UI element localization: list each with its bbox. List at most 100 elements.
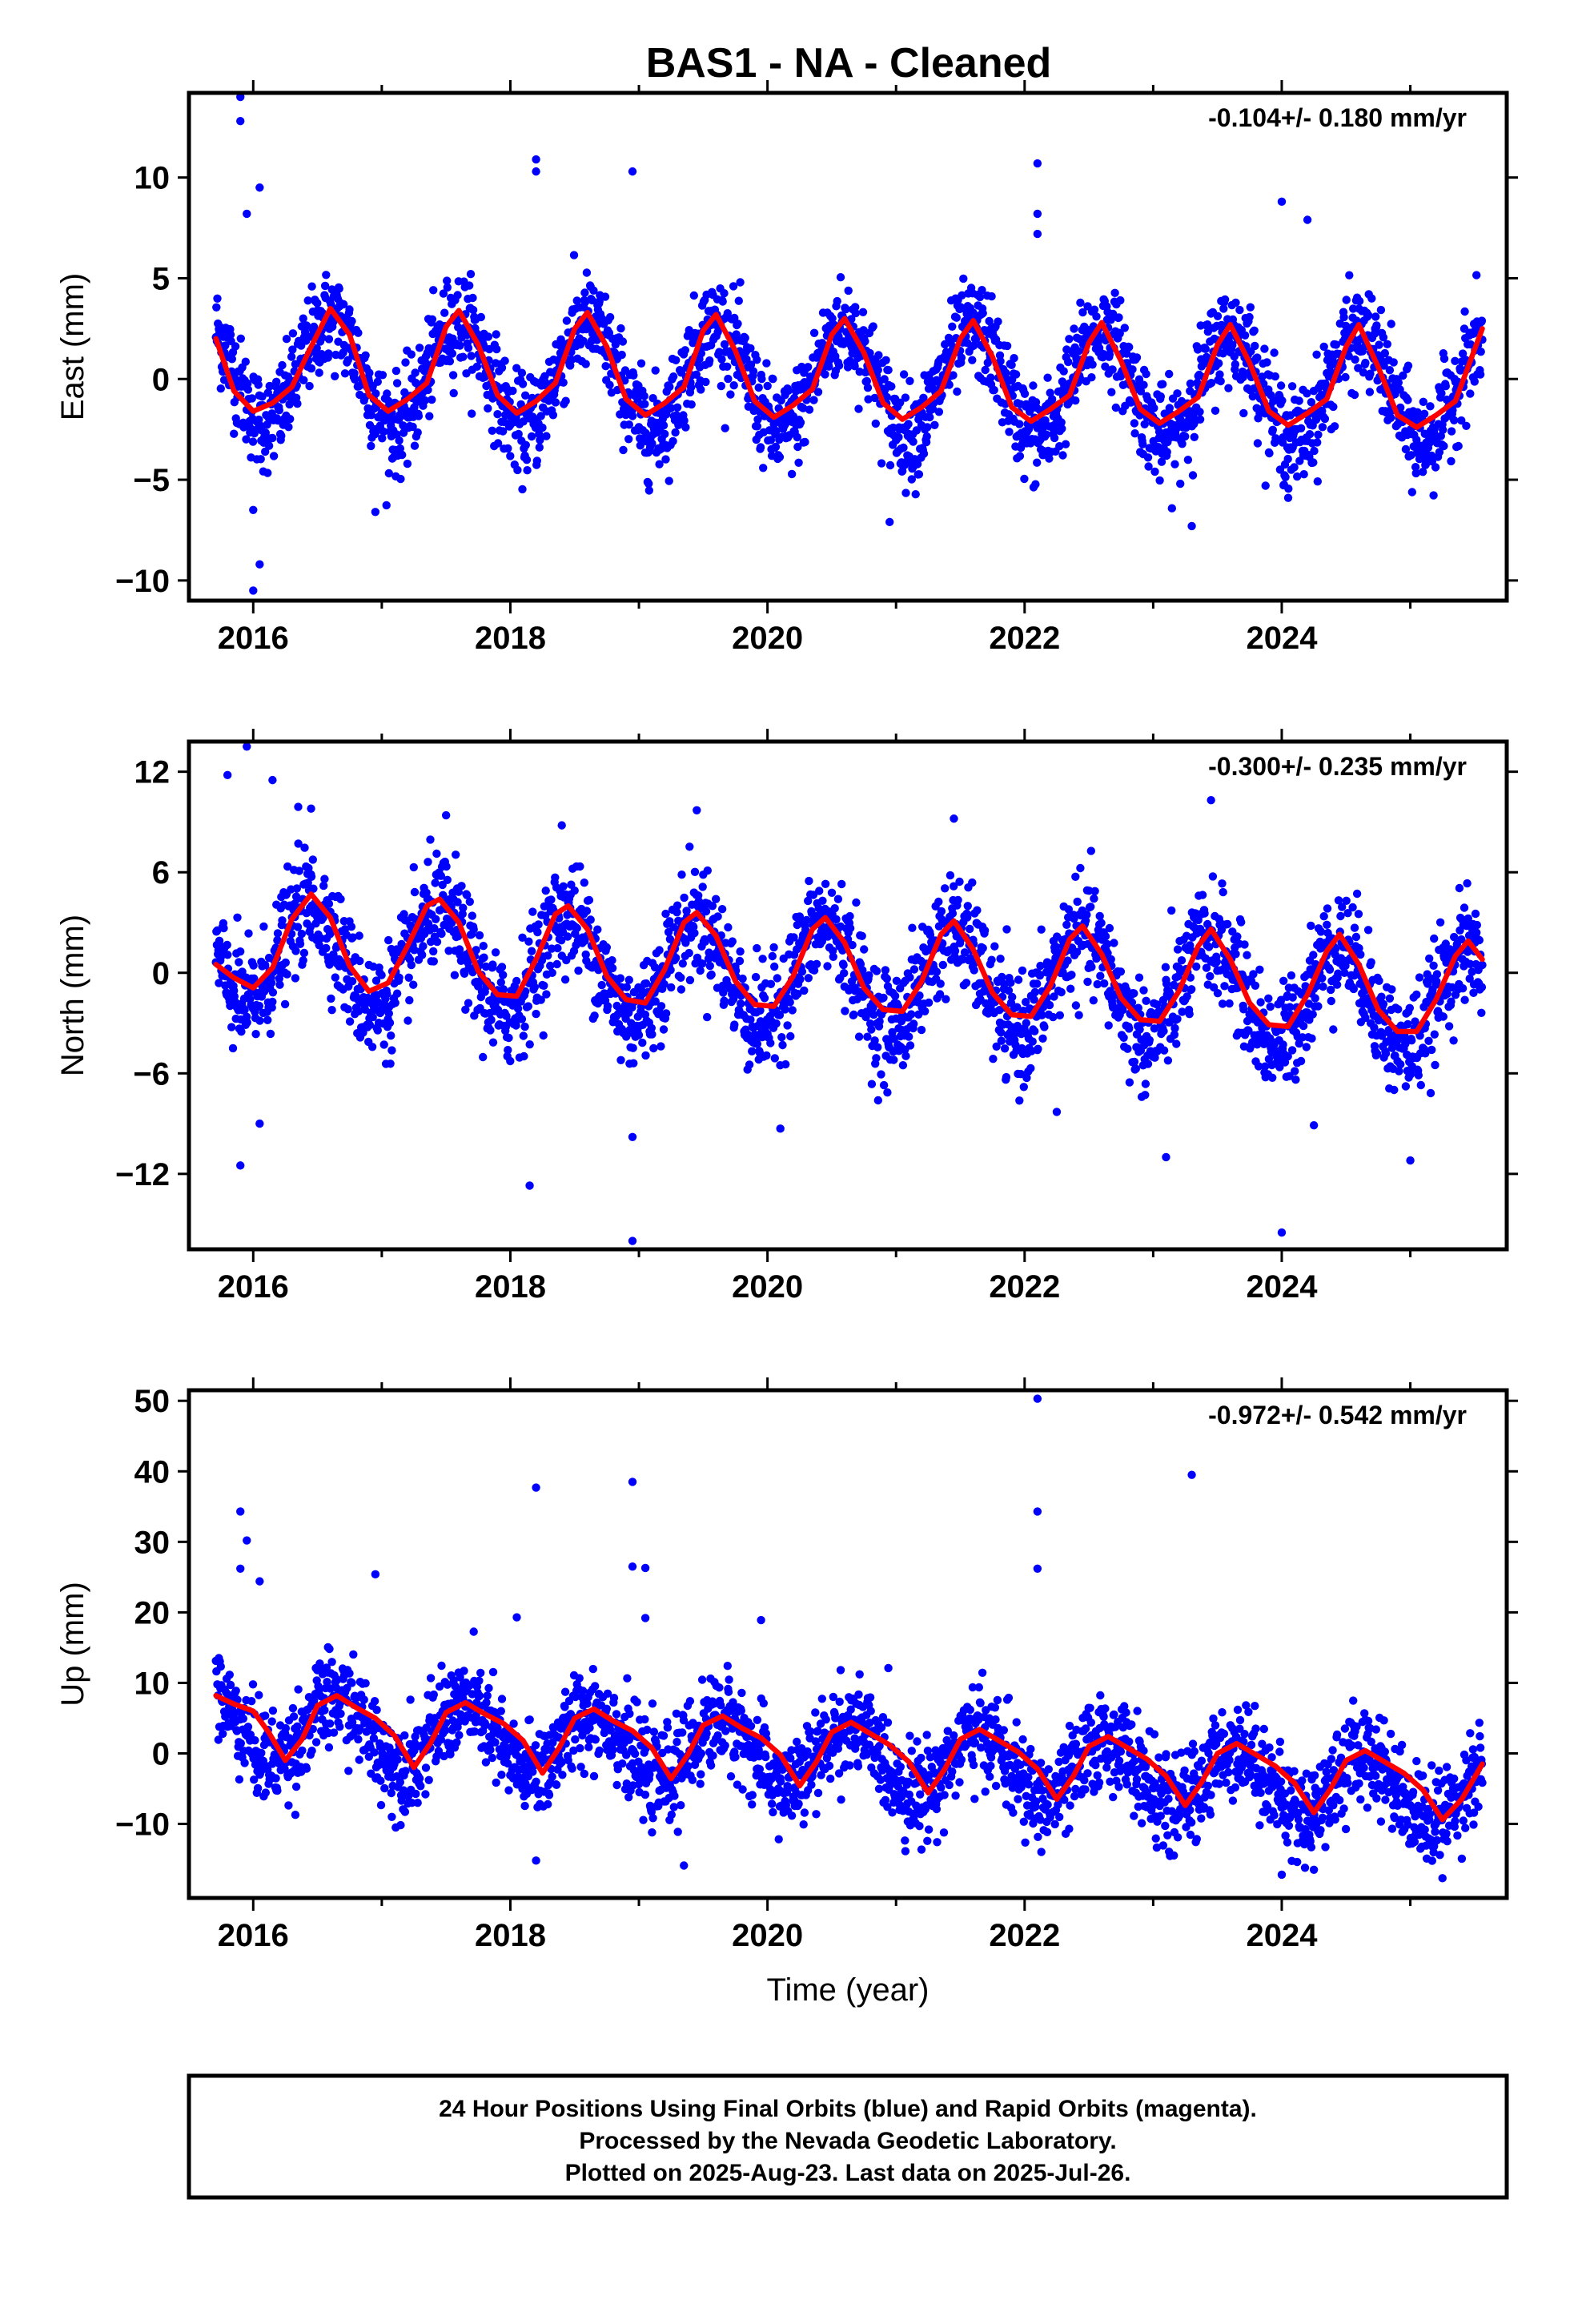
data-point [263,420,271,429]
data-point [1105,350,1114,359]
data-point [1320,414,1330,424]
data-point [1331,340,1341,349]
data-point [867,1080,877,1088]
data-point [986,373,995,382]
data-point [1285,1003,1295,1011]
data-point [536,412,545,420]
data-point [1437,388,1446,398]
data-point [1015,1096,1024,1105]
data-point [638,1038,647,1047]
data-point [307,364,316,373]
data-point [763,381,772,391]
data-point [697,385,705,394]
data-point [1000,979,1009,989]
data-point [766,436,776,444]
data-point [1143,453,1153,462]
data-point [729,381,738,390]
data-point [1095,911,1104,921]
data-point [468,305,478,315]
data-point [1439,354,1449,364]
data-point [809,328,819,337]
data-point [581,950,590,959]
data-point [572,296,581,305]
data-point [769,943,778,952]
data-point [737,999,745,1008]
data-point [532,1009,540,1019]
x-tick-label: 2020 [732,621,803,656]
data-point [322,271,331,279]
data-point [751,972,761,982]
data-point [1318,423,1327,432]
data-point [783,1021,792,1030]
data-point [624,420,633,429]
data-point [1211,406,1220,415]
data-point [448,349,457,358]
data-point [978,286,986,295]
data-point [1093,979,1102,989]
data-point [219,376,229,384]
data-point [273,929,283,938]
data-point [365,1020,375,1030]
data-point [857,931,866,941]
data-point [608,963,617,973]
data-point [410,441,420,450]
data-point [882,392,892,402]
data-point [408,422,417,432]
data-point [1208,872,1218,881]
data-point [465,897,474,907]
data-point [629,371,638,380]
data-point [919,393,928,402]
data-point [1264,994,1273,1003]
data-point [1182,992,1191,1001]
data-point [1002,925,1011,934]
data-point [656,1002,666,1011]
data-point [815,887,824,895]
data-point [488,394,497,403]
data-point [1022,1073,1031,1083]
data-point [559,882,568,891]
data-point [1291,1067,1299,1076]
data-point [304,863,313,873]
data-point [718,297,727,306]
data-point [212,303,221,312]
data-point [436,871,446,880]
data-point [1419,468,1427,476]
data-point [431,879,440,887]
data-point [872,967,881,975]
data-point [1212,957,1222,967]
data-point [1072,947,1082,957]
data-point [804,363,813,372]
data-point [502,1011,511,1020]
rate-label: -0.104+/- 0.180 mm/yr [1208,103,1467,132]
data-point [419,942,428,951]
data-point [506,1056,515,1066]
data-point [387,1046,396,1055]
data-point [922,432,931,441]
data-point [432,915,440,924]
data-point [1050,433,1059,443]
data-point [1019,1007,1028,1015]
seasonal-fit-line [213,305,1485,430]
data-point [504,1046,512,1055]
data-point [1277,197,1287,207]
data-point [233,913,242,923]
data-point [836,273,845,282]
data-point [528,907,537,916]
data-point [1299,1021,1308,1031]
data-point [1336,911,1345,921]
data-point [907,1010,916,1019]
data-point [924,998,934,1007]
data-point [1107,388,1116,396]
data-point [315,941,323,950]
data-point [1090,887,1099,896]
data-point [1215,370,1224,379]
data-point [717,905,727,914]
data-point [911,490,920,499]
data-point [450,971,460,979]
data-point [901,1051,910,1060]
data-point [1033,229,1042,239]
data-point [1319,982,1327,991]
data-point [1476,348,1485,356]
data-point [934,408,944,416]
data-point [572,923,581,933]
